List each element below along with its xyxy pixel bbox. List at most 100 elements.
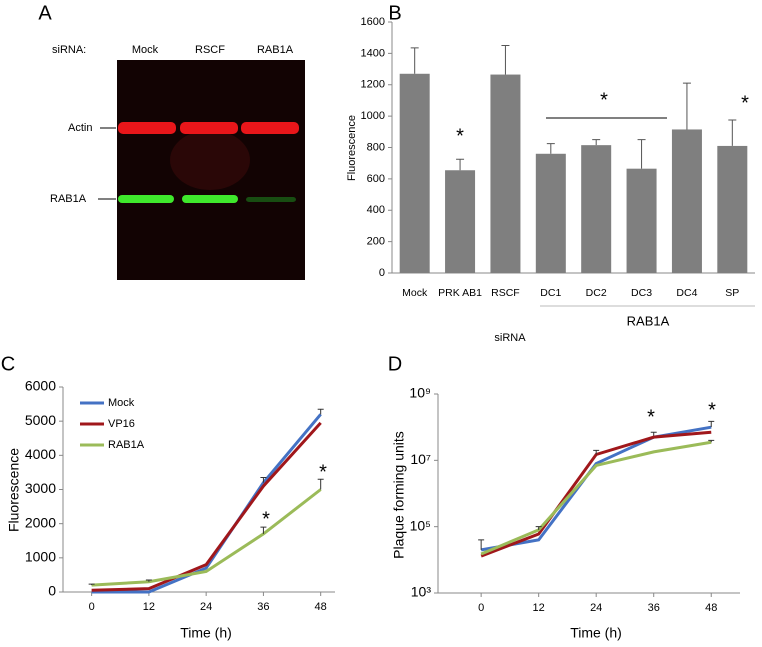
- line: [91, 488, 322, 587]
- x-axis-label: Time (h): [570, 625, 622, 641]
- y-tick-label: 5000: [25, 412, 56, 428]
- error-bar: [145, 579, 152, 582]
- x-axis-label: Time (h): [180, 625, 232, 641]
- panel-letter: B: [388, 2, 401, 24]
- x-tick-label: PRK AB1: [438, 287, 482, 299]
- bar: [717, 145, 748, 273]
- blot-header: siRNA:: [52, 44, 86, 56]
- error-bar: [410, 47, 419, 74]
- error-bar: [728, 119, 737, 146]
- legend-label: VP16: [108, 418, 135, 430]
- y-tick-label: 0: [379, 267, 385, 279]
- bar: [581, 145, 612, 273]
- x-tick-label: Mock: [402, 287, 428, 299]
- x-tick-label: 36: [257, 601, 269, 613]
- y-tick-label: 10⁵: [410, 517, 431, 533]
- legend-label: RAB1A: [108, 439, 145, 451]
- bar: [445, 170, 476, 273]
- y-tick-label: 800: [367, 141, 385, 153]
- x-tick-label: 12: [143, 601, 155, 613]
- y-axis-label: Plaque forming units: [391, 431, 407, 559]
- line: [480, 425, 712, 552]
- y-tick-label: 200: [367, 236, 385, 248]
- panel-letter: D: [388, 353, 402, 375]
- x-tick-label: 24: [200, 601, 212, 613]
- bar: [626, 168, 657, 273]
- band: [180, 122, 238, 134]
- x-tick-label: 0: [478, 602, 484, 614]
- x-axis-label: siRNA: [494, 332, 526, 344]
- x-tick-label: SP: [725, 287, 739, 299]
- y-tick-label: 4000: [25, 446, 56, 462]
- error-bar: [456, 158, 465, 171]
- error-bar: [592, 139, 601, 146]
- annotation: *: [600, 89, 608, 111]
- bar: [490, 74, 521, 273]
- x-tick-label: DC1: [540, 287, 561, 299]
- annotation: *: [262, 508, 270, 530]
- line: [91, 421, 322, 592]
- group-label: RAB1A: [627, 313, 670, 328]
- error-bar: [535, 526, 542, 530]
- x-tick-label: 12: [533, 602, 545, 614]
- x-tick-label: DC2: [586, 287, 607, 299]
- error-bar: [708, 420, 715, 428]
- error-bar: [478, 539, 485, 550]
- y-tick-label: 10⁷: [410, 451, 431, 467]
- lane-label: Mock: [132, 44, 159, 56]
- blot-smear: [170, 130, 250, 190]
- error-bar: [682, 82, 691, 130]
- annotation: *: [456, 125, 464, 147]
- x-tick-label: 24: [590, 602, 602, 614]
- annotation: *: [319, 461, 327, 483]
- band-label: RAB1A: [50, 193, 87, 205]
- y-tick-label: 400: [367, 204, 385, 216]
- y-tick-label: 0: [48, 583, 56, 599]
- line: [91, 413, 322, 594]
- band-label: Actin: [68, 122, 92, 134]
- annotation: *: [741, 92, 749, 114]
- bar: [535, 153, 566, 273]
- band: [246, 197, 296, 202]
- y-tick-label: 1000: [361, 110, 385, 122]
- error-bar: [708, 439, 715, 443]
- error-bar: [317, 478, 324, 490]
- error-bar: [88, 583, 95, 586]
- bar: [399, 73, 430, 273]
- x-tick-label: 0: [89, 601, 95, 613]
- y-tick-label: 10⁹: [409, 385, 431, 401]
- y-tick-label: 10³: [411, 584, 432, 600]
- legend-label: Mock: [108, 397, 135, 409]
- y-axis-label: Fluorescence: [6, 448, 22, 532]
- y-tick-label: 1000: [25, 549, 56, 565]
- band: [118, 195, 174, 203]
- annotation: *: [647, 406, 655, 428]
- y-tick-label: 1200: [361, 79, 385, 91]
- lane-label: RSCF: [195, 44, 225, 56]
- error-bar: [501, 45, 510, 75]
- x-tick-label: RSCF: [491, 287, 520, 299]
- error-bar: [260, 526, 267, 534]
- error-bar: [260, 477, 267, 483]
- error-bar: [546, 143, 555, 154]
- x-tick-label: 36: [648, 602, 660, 614]
- panel-letter: C: [1, 353, 15, 375]
- bar: [671, 129, 702, 273]
- y-axis-label: Fluorescence: [346, 115, 358, 181]
- x-tick-label: DC4: [676, 287, 697, 299]
- line: [480, 440, 712, 556]
- y-tick-label: 1400: [361, 47, 385, 59]
- y-tick-label: 3000: [25, 480, 56, 496]
- error-bar: [317, 408, 324, 415]
- x-tick-label: 48: [705, 602, 717, 614]
- band: [241, 122, 299, 134]
- line: [480, 430, 712, 558]
- y-tick-label: 600: [367, 173, 385, 185]
- y-tick-label: 6000: [25, 378, 56, 394]
- error-bar: [593, 449, 600, 455]
- y-tick-label: 1600: [361, 16, 385, 28]
- x-tick-label: DC3: [631, 287, 652, 299]
- band: [182, 195, 238, 203]
- lane-label: RAB1A: [257, 44, 294, 56]
